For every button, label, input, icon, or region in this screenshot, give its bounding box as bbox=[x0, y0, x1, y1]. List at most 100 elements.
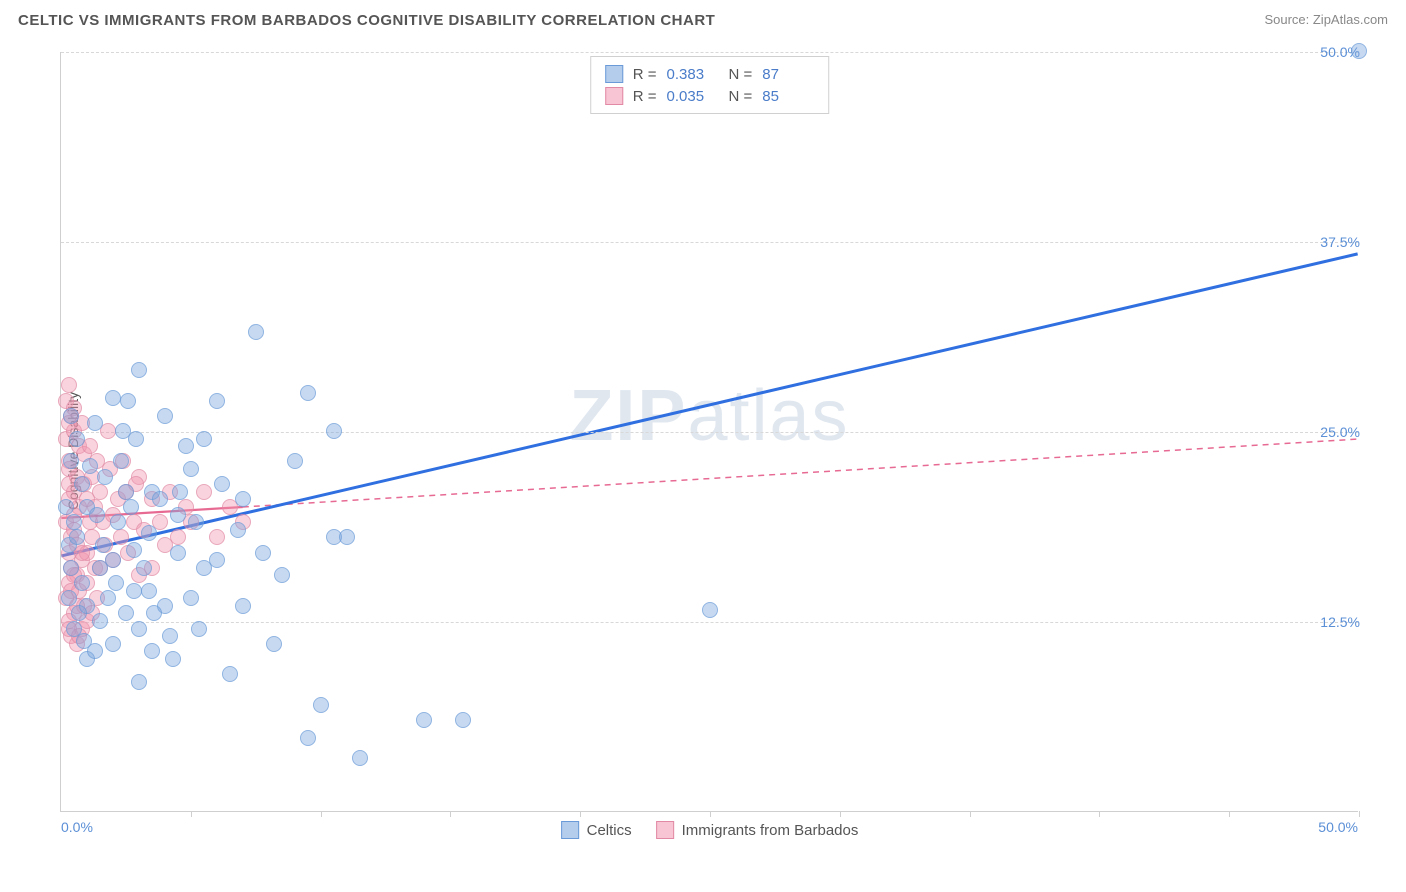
chart-title: CELTIC VS IMMIGRANTS FROM BARBADOS COGNI… bbox=[18, 12, 715, 29]
data-point bbox=[230, 522, 246, 538]
data-point bbox=[82, 458, 98, 474]
data-point bbox=[113, 529, 129, 545]
swatch-icon bbox=[605, 87, 623, 105]
x-origin-label: 0.0% bbox=[61, 819, 93, 835]
data-point bbox=[131, 362, 147, 378]
data-point bbox=[313, 697, 329, 713]
swatch-icon bbox=[561, 821, 579, 839]
data-point bbox=[183, 590, 199, 606]
data-point bbox=[170, 545, 186, 561]
xtick bbox=[840, 811, 841, 817]
data-point bbox=[183, 461, 199, 477]
data-point bbox=[170, 529, 186, 545]
data-point bbox=[209, 552, 225, 568]
data-point bbox=[136, 560, 152, 576]
plot-area: ZIPatlas R = 0.383 N = 87 R = 0.035 N = … bbox=[60, 52, 1358, 812]
data-point bbox=[209, 393, 225, 409]
r-label: R = bbox=[633, 88, 657, 105]
data-point bbox=[266, 636, 282, 652]
data-point bbox=[209, 529, 225, 545]
data-point bbox=[100, 590, 116, 606]
data-point bbox=[58, 499, 74, 515]
data-point bbox=[144, 643, 160, 659]
data-point bbox=[105, 552, 121, 568]
swatch-icon bbox=[656, 821, 674, 839]
data-point bbox=[1351, 43, 1367, 59]
n-value: 87 bbox=[762, 66, 814, 83]
data-point bbox=[92, 613, 108, 629]
swatch-icon bbox=[605, 65, 623, 83]
legend-label: Celtics bbox=[587, 822, 632, 839]
data-point bbox=[95, 537, 111, 553]
data-point bbox=[115, 423, 131, 439]
data-point bbox=[165, 651, 181, 667]
r-label: R = bbox=[633, 66, 657, 83]
data-point bbox=[113, 453, 129, 469]
data-point bbox=[146, 605, 162, 621]
data-point bbox=[126, 583, 142, 599]
legend-label: Immigrants from Barbados bbox=[682, 822, 859, 839]
n-value: 85 bbox=[762, 88, 814, 105]
data-point bbox=[118, 484, 134, 500]
data-point bbox=[152, 491, 168, 507]
data-point bbox=[69, 431, 85, 447]
data-point bbox=[170, 507, 186, 523]
data-point bbox=[110, 514, 126, 530]
xtick bbox=[1229, 811, 1230, 817]
data-point bbox=[66, 514, 82, 530]
data-point bbox=[63, 453, 79, 469]
ytick-label: 12.5% bbox=[1320, 614, 1364, 630]
data-point bbox=[63, 560, 79, 576]
data-point bbox=[300, 730, 316, 746]
data-point bbox=[63, 408, 79, 424]
r-value: 0.383 bbox=[667, 66, 719, 83]
watermark: ZIPatlas bbox=[569, 375, 849, 457]
data-point bbox=[255, 545, 271, 561]
data-point bbox=[248, 324, 264, 340]
xtick bbox=[1359, 811, 1360, 817]
data-point bbox=[61, 590, 77, 606]
gridline bbox=[61, 242, 1358, 243]
data-point bbox=[92, 484, 108, 500]
bottom-legend: Celtics Immigrants from Barbados bbox=[561, 821, 859, 839]
data-point bbox=[702, 602, 718, 618]
xtick bbox=[321, 811, 322, 817]
data-point bbox=[69, 529, 85, 545]
data-point bbox=[162, 628, 178, 644]
legend-item-celtics: Celtics bbox=[561, 821, 632, 839]
xtick bbox=[970, 811, 971, 817]
data-point bbox=[97, 469, 113, 485]
data-point bbox=[123, 499, 139, 515]
data-point bbox=[108, 575, 124, 591]
data-point bbox=[89, 507, 105, 523]
data-point bbox=[339, 529, 355, 545]
data-point bbox=[235, 491, 251, 507]
data-point bbox=[455, 712, 471, 728]
data-point bbox=[214, 476, 230, 492]
data-point bbox=[74, 575, 90, 591]
data-point bbox=[157, 408, 173, 424]
data-point bbox=[87, 643, 103, 659]
chart-container: Cognitive Disability ZIPatlas R = 0.383 … bbox=[42, 52, 1382, 850]
data-point bbox=[188, 514, 204, 530]
source-label: Source: ZipAtlas.com bbox=[1264, 12, 1388, 27]
data-point bbox=[222, 666, 238, 682]
gridline bbox=[61, 622, 1358, 623]
stats-legend: R = 0.383 N = 87 R = 0.035 N = 85 bbox=[590, 56, 830, 114]
data-point bbox=[105, 390, 121, 406]
r-value: 0.035 bbox=[667, 88, 719, 105]
data-point bbox=[71, 605, 87, 621]
data-point bbox=[196, 484, 212, 500]
data-point bbox=[141, 525, 157, 541]
data-point bbox=[74, 476, 90, 492]
data-point bbox=[118, 605, 134, 621]
legend-item-barbados: Immigrants from Barbados bbox=[656, 821, 859, 839]
data-point bbox=[126, 542, 142, 558]
data-point bbox=[87, 415, 103, 431]
xtick bbox=[580, 811, 581, 817]
data-point bbox=[120, 393, 136, 409]
data-point bbox=[178, 438, 194, 454]
x-max-label: 50.0% bbox=[1318, 819, 1358, 835]
stats-row-celtics: R = 0.383 N = 87 bbox=[605, 63, 815, 85]
ytick-label: 37.5% bbox=[1320, 234, 1364, 250]
